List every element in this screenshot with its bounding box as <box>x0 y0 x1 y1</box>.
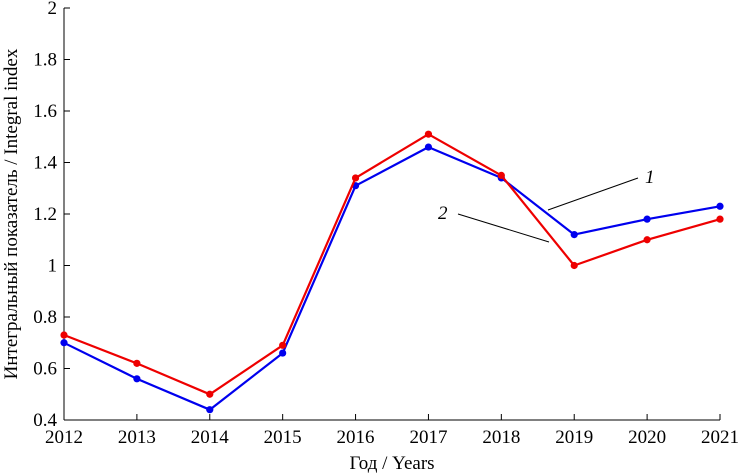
x-tick-label: 2015 <box>264 427 302 448</box>
y-tick-label: 0.6 <box>33 359 57 380</box>
callout-label-series-2: 2 <box>438 203 448 224</box>
y-tick-label: 0.8 <box>33 307 57 328</box>
series-1-point <box>279 349 287 357</box>
callout-label-series-1: 1 <box>645 167 655 188</box>
x-tick-label: 2016 <box>337 427 375 448</box>
series-1-point <box>60 339 68 347</box>
series-2-point <box>133 359 141 367</box>
y-axis-title: Интегральный показатель / Integral index <box>1 48 22 379</box>
series-lines <box>60 130 724 414</box>
callout-leader-series-1 <box>547 177 639 211</box>
series-1-point <box>206 406 214 414</box>
x-tick-label: 2019 <box>555 427 593 448</box>
y-tick-label: 0.4 <box>33 410 57 431</box>
y-tick-label: 1.2 <box>33 204 57 225</box>
series-callouts: 1 2 <box>438 167 655 243</box>
x-ticks: 2012 2013 2014 2015 2016 2017 2018 2019 2020 2021 <box>45 414 739 448</box>
y-tick-label: 2 <box>48 0 58 19</box>
series-2-point <box>424 130 433 138</box>
y-tick-label: 1.8 <box>33 50 57 71</box>
x-axis-title: Год / Years <box>349 453 434 473</box>
x-tick-label: 2018 <box>482 427 520 448</box>
series-1-point <box>570 231 578 239</box>
series-2-point <box>716 215 724 223</box>
callout-leader-series-2 <box>457 213 550 243</box>
y-ticks: 0.4 0.6 0.8 1 1.2 1.4 1.6 1.8 2 <box>33 0 70 431</box>
series-1-point <box>716 202 724 210</box>
series-2-point <box>497 171 505 179</box>
x-tick-label: 2020 <box>628 427 666 448</box>
series-1-line <box>63 146 721 411</box>
axes <box>63 8 720 421</box>
series-1-point <box>643 215 651 223</box>
series-2-point <box>570 261 578 270</box>
series-1-point <box>133 375 141 383</box>
x-tick-label: 2021 <box>701 427 739 448</box>
y-tick-label: 1.4 <box>33 153 57 174</box>
series-2-point <box>643 236 651 244</box>
series-2-point <box>351 174 360 182</box>
x-tick-label: 2014 <box>191 427 230 448</box>
series-1-point <box>424 143 433 151</box>
series-2-point <box>206 390 214 398</box>
y-tick-label: 1 <box>48 256 58 277</box>
series-2-line <box>63 133 721 396</box>
series-2-point <box>60 331 68 339</box>
series-2-point <box>279 341 287 349</box>
x-tick-label: 2013 <box>118 427 156 448</box>
x-tick-label: 2012 <box>45 427 83 448</box>
y-tick-label: 1.6 <box>33 101 57 122</box>
x-tick-label: 2017 <box>409 427 447 448</box>
